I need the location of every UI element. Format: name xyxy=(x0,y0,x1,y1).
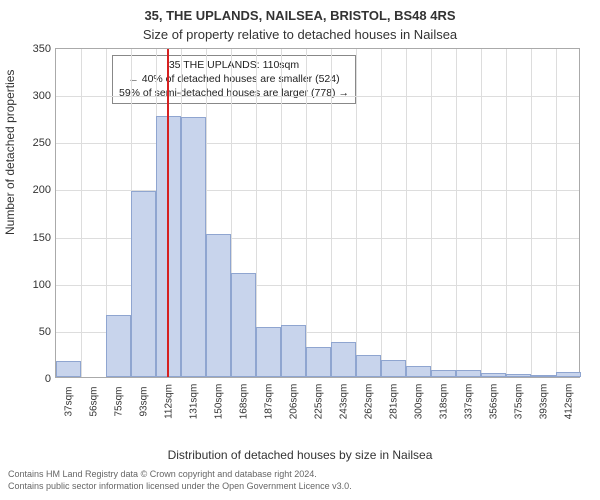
x-tick-label: 300sqm xyxy=(413,384,424,420)
x-tick-label: 318sqm xyxy=(438,384,449,420)
x-tick-label: 262sqm xyxy=(363,384,374,420)
gridline-h xyxy=(56,96,579,97)
histogram-bar xyxy=(131,191,156,377)
gridline-v xyxy=(506,49,507,377)
x-tick-label: 337sqm xyxy=(463,384,474,420)
gridline-v xyxy=(406,49,407,377)
y-tick-label: 200 xyxy=(21,184,51,196)
x-tick-label: 206sqm xyxy=(288,384,299,420)
y-tick-label: 350 xyxy=(21,43,51,55)
x-tick-label: 75sqm xyxy=(113,386,124,416)
histogram-bar xyxy=(206,234,231,377)
histogram-bar xyxy=(56,361,81,377)
x-tick-label: 243sqm xyxy=(338,384,349,420)
histogram-bar xyxy=(231,273,256,377)
footer-attribution: Contains HM Land Registry data © Crown c… xyxy=(8,469,352,492)
gridline-v xyxy=(556,49,557,377)
chart-subtitle: Size of property relative to detached ho… xyxy=(0,27,600,42)
x-axis-label: Distribution of detached houses by size … xyxy=(0,448,600,462)
histogram-bar xyxy=(256,327,281,377)
plot-area: 35 THE UPLANDS: 110sqm ← 40% of detached… xyxy=(55,48,580,378)
gridline-v xyxy=(356,49,357,377)
footer-line2: Contains public sector information licen… xyxy=(8,481,352,493)
y-tick-label: 100 xyxy=(21,279,51,291)
histogram-bar xyxy=(431,370,456,377)
y-axis-label: Number of detached properties xyxy=(3,70,17,235)
x-tick-label: 225sqm xyxy=(313,384,324,420)
x-tick-label: 131sqm xyxy=(188,384,199,420)
gridline-h xyxy=(56,143,579,144)
histogram-bar xyxy=(406,366,431,377)
chart-title-address: 35, THE UPLANDS, NAILSEA, BRISTOL, BS48 … xyxy=(0,8,600,23)
histogram-bar xyxy=(381,360,406,377)
histogram-bar xyxy=(531,375,556,377)
annot-line3: 59% of semi-detached houses are larger (… xyxy=(119,86,349,100)
reference-line xyxy=(167,49,169,377)
x-tick-label: 375sqm xyxy=(513,384,524,420)
gridline-v xyxy=(431,49,432,377)
annot-line2: ← 40% of detached houses are smaller (52… xyxy=(119,72,349,86)
x-tick-label: 150sqm xyxy=(213,384,224,420)
gridline-v xyxy=(331,49,332,377)
histogram-bar xyxy=(556,372,581,377)
histogram-bar xyxy=(306,347,331,377)
y-tick-label: 0 xyxy=(21,373,51,385)
y-tick-label: 250 xyxy=(21,137,51,149)
histogram-bar xyxy=(281,325,306,377)
annot-line1: 35 THE UPLANDS: 110sqm xyxy=(119,58,349,72)
x-tick-label: 93sqm xyxy=(138,386,149,416)
histogram-bar xyxy=(456,370,481,377)
histogram-bar xyxy=(356,355,381,377)
gridline-v xyxy=(531,49,532,377)
x-tick-label: 168sqm xyxy=(238,384,249,420)
histogram-bar xyxy=(181,117,206,377)
gridline-v xyxy=(306,49,307,377)
x-tick-label: 281sqm xyxy=(388,384,399,420)
footer-line1: Contains HM Land Registry data © Crown c… xyxy=(8,469,352,481)
gridline-v xyxy=(381,49,382,377)
gridline-v xyxy=(81,49,82,377)
y-tick-label: 300 xyxy=(21,90,51,102)
x-tick-label: 393sqm xyxy=(538,384,549,420)
x-tick-label: 412sqm xyxy=(563,384,574,420)
x-tick-label: 356sqm xyxy=(488,384,499,420)
histogram-bar xyxy=(331,342,356,377)
x-tick-label: 187sqm xyxy=(263,384,274,420)
y-tick-label: 50 xyxy=(21,326,51,338)
x-tick-label: 56sqm xyxy=(88,386,99,416)
chart-container: 35, THE UPLANDS, NAILSEA, BRISTOL, BS48 … xyxy=(0,0,600,500)
x-tick-label: 37sqm xyxy=(63,386,74,416)
x-tick-label: 112sqm xyxy=(163,384,174,419)
histogram-bar xyxy=(106,315,131,377)
histogram-bar xyxy=(481,373,506,377)
histogram-bar xyxy=(506,374,531,377)
gridline-v xyxy=(456,49,457,377)
y-tick-label: 150 xyxy=(21,232,51,244)
gridline-v xyxy=(481,49,482,377)
